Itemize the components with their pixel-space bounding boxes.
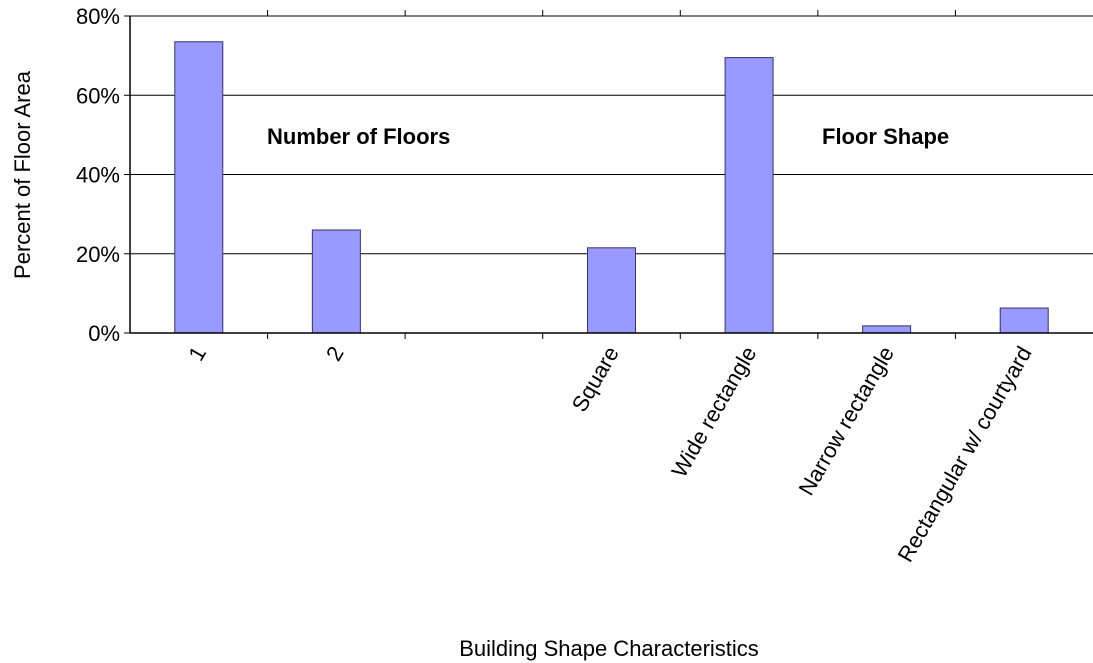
bar [311, 229, 361, 334]
x-tick-labels: 1 2 Square Wide rectangle Narrow rectangleRe… [183, 342, 1036, 566]
y-tick-label: 60% [76, 83, 120, 108]
bars [174, 41, 1049, 334]
axes [124, 10, 1093, 339]
y-tick-label: 40% [76, 163, 120, 188]
bar [724, 57, 774, 334]
bar [999, 307, 1049, 334]
x-tick-label: Narrow rectangle [794, 342, 899, 500]
y-tick-label: 80% [76, 4, 120, 29]
y-tick-label: 0% [88, 321, 120, 346]
x-tick-label: Square [567, 342, 624, 416]
bar [174, 41, 224, 334]
x-tick-label: 1 [183, 342, 211, 365]
annotation-number-of-floors: Number of Floors [267, 124, 450, 149]
x-axis-title: Building Shape Characteristics [459, 636, 759, 661]
bar [587, 247, 636, 334]
y-axis-title: Percent of Floor Area [10, 70, 35, 279]
y-tick-labels: 0% 20% 40% 60% 80% [76, 4, 120, 346]
x-tick-label: 2 [321, 342, 349, 365]
bar [862, 325, 912, 334]
y-tick-label: 20% [76, 242, 120, 267]
x-tick-label: Rectangular w/ courtyard [893, 342, 1037, 566]
x-tick-label: Wide rectangle [666, 342, 761, 482]
annotation-floor-shape: Floor Shape [822, 124, 949, 149]
